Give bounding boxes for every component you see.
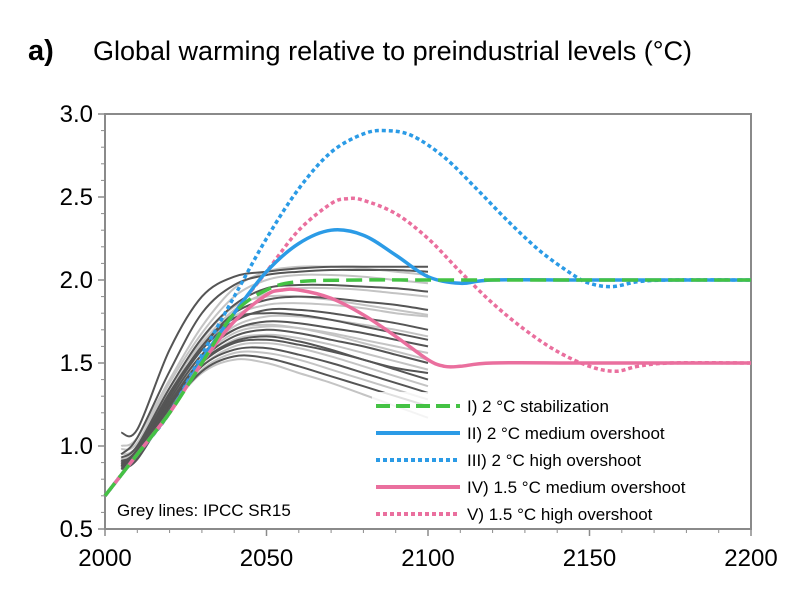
x-tick-label-1: 2000 xyxy=(78,545,131,572)
note-backdrop xyxy=(110,494,322,524)
x-tick-label-2: 2050 xyxy=(240,545,293,572)
y-tick-label-5: 2.5 xyxy=(60,184,93,211)
scenario-lines xyxy=(103,128,752,497)
x-tick-label-4: 2150 xyxy=(563,545,616,572)
y-tick-label-4: 2.0 xyxy=(60,267,93,294)
grey-lines-note: Grey lines: IPCC SR15 xyxy=(117,501,291,520)
grey-line-24 xyxy=(120,335,429,467)
series-line-4 xyxy=(103,287,751,497)
x-tick-label-5: 2200 xyxy=(724,545,777,572)
grey-line-22 xyxy=(120,312,429,462)
chart-title: Global warming relative to preindustrial… xyxy=(93,36,692,66)
legend: I) 2 °C stabilization II) 2 °C medium ove… xyxy=(372,392,744,527)
y-tick-label-2: 1.0 xyxy=(60,433,93,460)
legend-label-1: I) 2 °C stabilization xyxy=(467,397,609,416)
y-tick-label-1: 0.5 xyxy=(60,516,93,543)
panel-letter: a) xyxy=(28,35,54,67)
grey-line-11 xyxy=(120,320,429,466)
axes: 0.5 1.0 1.5 2.0 2.5 3.0 2000 2050 2100 2150 2200 xyxy=(60,101,778,572)
y-tick-label-6: 3.0 xyxy=(60,101,93,128)
grey-line-2 xyxy=(120,268,429,456)
legend-label-5: V) 1.5 °C high overshoot xyxy=(467,505,653,524)
series-line-1 xyxy=(103,278,751,497)
y-tick-label-3: 1.5 xyxy=(60,350,93,377)
legend-label-3: III) 2 °C high overshoot xyxy=(467,451,641,470)
legend-label-2: II) 2 °C medium overshoot xyxy=(467,424,665,443)
x-tick-label-3: 2100 xyxy=(401,545,454,572)
series-line-3 xyxy=(103,128,752,497)
grey-line-4 xyxy=(120,273,429,451)
legend-label-4: IV) 1.5 °C medium overshoot xyxy=(467,478,686,497)
grey-line-17 xyxy=(120,346,429,469)
